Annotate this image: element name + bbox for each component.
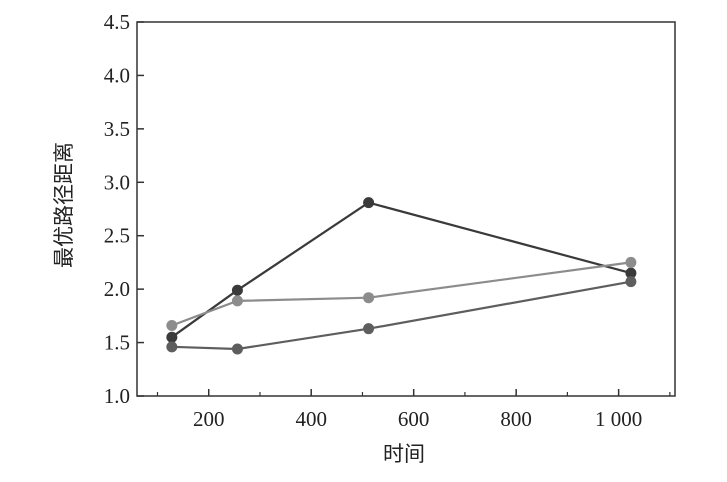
y-tick-label: 4.0 xyxy=(104,63,130,87)
series-layer xyxy=(166,197,637,355)
data-point xyxy=(166,331,178,343)
y-tick-label: 4.5 xyxy=(104,10,130,34)
plot-border xyxy=(136,21,676,397)
y-tick-label: 1.5 xyxy=(104,331,130,355)
y-axis-label: 最优路径距离 xyxy=(52,142,76,268)
data-point xyxy=(231,343,243,355)
series-3 xyxy=(166,276,637,355)
data-point xyxy=(363,292,375,304)
axis-ticks: 1.0 1.5 2.0 2.5 3.0 3.5 4.0 4.5 200 400 600 800 1 00… xyxy=(104,10,671,431)
x-tick-label: 600 xyxy=(398,407,430,431)
y-tick-label: 3.5 xyxy=(104,117,130,141)
series-1 xyxy=(166,197,637,343)
plot-area xyxy=(136,21,676,397)
data-point xyxy=(166,319,178,331)
x-tick-label: 800 xyxy=(500,407,532,431)
y-tick-label: 3.0 xyxy=(104,170,130,194)
x-tick-label: 1 000 xyxy=(595,407,642,431)
series-line xyxy=(171,280,632,351)
series-2 xyxy=(166,256,637,331)
data-point xyxy=(625,276,637,288)
y-tick-label: 1.0 xyxy=(104,384,130,408)
y-tick-label: 2.0 xyxy=(104,277,130,301)
data-point xyxy=(363,197,375,209)
data-point xyxy=(625,256,637,268)
data-point xyxy=(625,267,637,279)
x-axis-label: 时间 xyxy=(383,442,425,466)
data-point xyxy=(231,284,243,296)
y-tick-label: 2.5 xyxy=(104,224,130,248)
data-point xyxy=(363,323,375,335)
series-line xyxy=(171,261,632,327)
series-line xyxy=(171,201,632,339)
data-point xyxy=(166,341,178,353)
data-point xyxy=(231,295,243,307)
x-tick-label: 400 xyxy=(295,407,327,431)
x-tick-label: 200 xyxy=(193,407,225,431)
